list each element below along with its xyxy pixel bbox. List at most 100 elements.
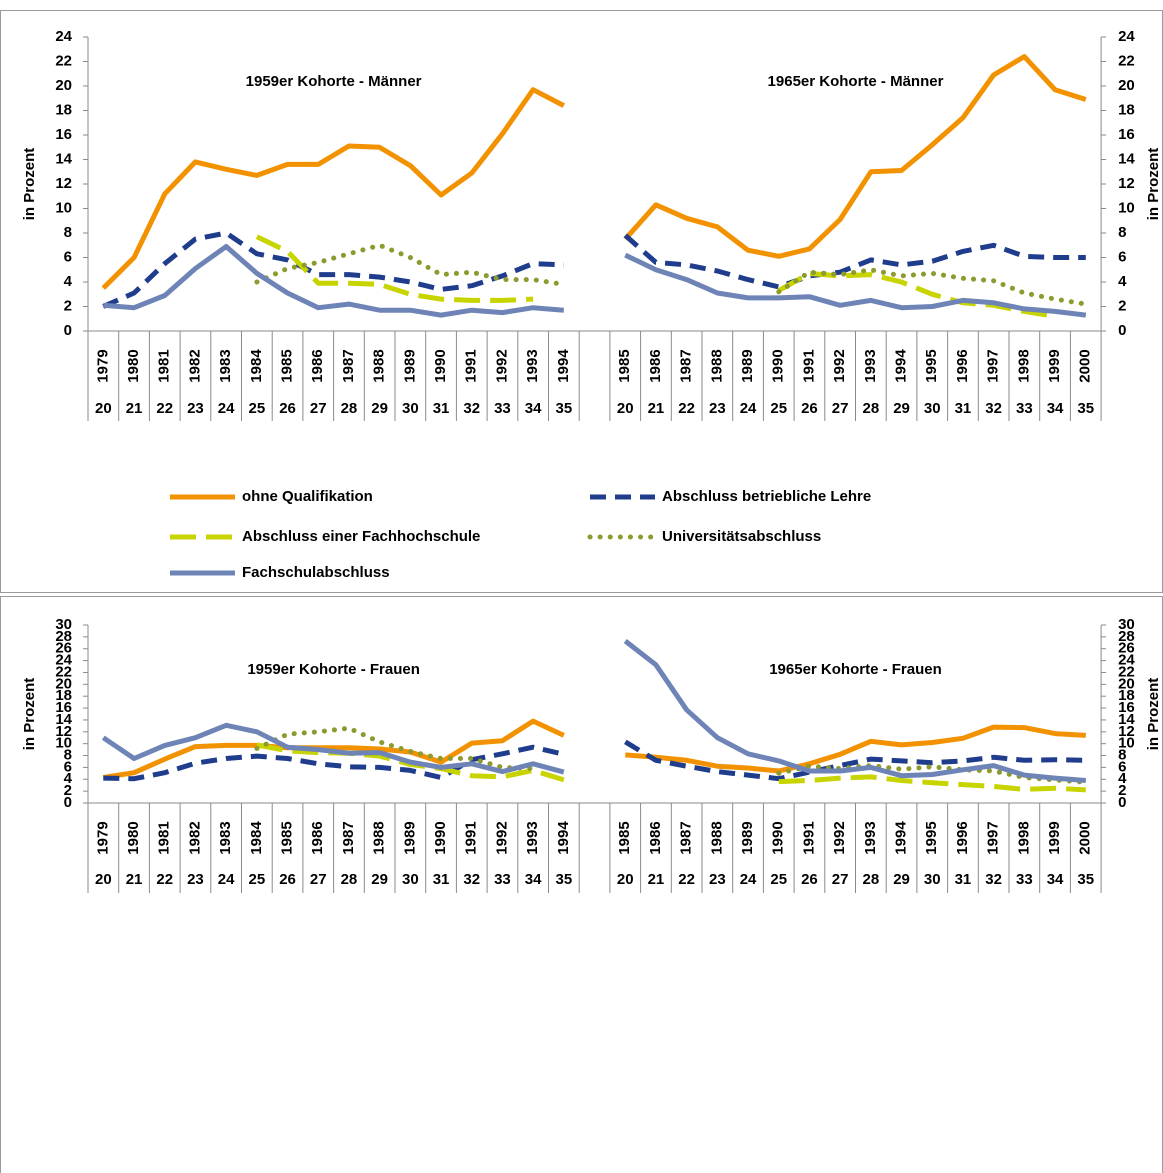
y2-tick-label: 8 [1118,747,1126,764]
age-label: 31 [955,871,972,888]
x-tick-label: 1987 [678,821,695,854]
y-tick-label: 10 [55,199,72,216]
y2-tick-label: 24 [1118,28,1135,45]
age-label: 24 [740,400,757,417]
y-tick-label: 8 [64,224,72,241]
x-tick-label: 1992 [831,349,848,382]
age-label: 35 [1077,400,1094,417]
x-tick-label: 1986 [647,349,664,382]
x-tick-label: 1990 [770,821,787,854]
y-tick-label: 0 [64,794,72,811]
x-tick-label: 2000 [1077,821,1094,854]
series-line [102,718,1086,780]
y2-tick-label: 0 [1118,322,1126,339]
series-line [103,244,1087,318]
x-tick-label: 1981 [156,821,173,854]
age-label: 32 [985,871,1002,888]
y-axis-title: in Prozent [21,678,38,751]
age-label: 33 [494,871,511,888]
x-tick-label: 1989 [401,349,418,382]
age-label: 25 [249,400,266,417]
x-tick-label: 1980 [125,821,142,854]
y-tick-label: 26 [55,640,72,657]
age-label: 34 [1047,400,1064,417]
panel-title: 1965er Kohorte - Frauen [769,661,942,678]
age-label: 24 [740,871,757,888]
age-label: 32 [463,871,480,888]
age-label: 20 [617,871,634,888]
age-label: 31 [433,871,450,888]
x-tick-label: 1998 [1015,821,1032,854]
y2-tick-label: 18 [1118,687,1135,704]
x-tick-label: 1991 [463,821,480,854]
age-label: 34 [1047,871,1064,888]
y2-tick-label: 16 [1118,699,1135,716]
age-label: 32 [985,400,1002,417]
series-line [102,230,1086,309]
age-label: 28 [341,400,358,417]
age-label: 24 [218,871,235,888]
age-label: 20 [95,871,112,888]
x-tick-label: 1991 [463,349,480,382]
series-line [103,739,1086,782]
y-tick-label: 22 [55,52,72,69]
y2-tick-label: 22 [1118,52,1135,69]
x-tick-label: 1993 [524,821,541,854]
x-tick-label: 1987 [678,349,695,382]
age-label: 34 [525,400,542,417]
x-tick-label: 1987 [340,349,357,382]
x-tick-label: 2000 [1077,349,1094,382]
y-tick-label: 16 [55,699,72,716]
y-tick-label: 30 [55,616,72,633]
x-tick-label: 1992 [493,821,510,854]
y2-tick-label: 16 [1118,126,1135,143]
age-label: 33 [1016,871,1033,888]
y-tick-label: 2 [64,782,72,799]
age-label: 31 [955,400,972,417]
x-tick-label: 1990 [770,349,787,382]
legend-label: Abschluss einer Fachhochschule [242,528,480,545]
age-label: 25 [770,400,787,417]
x-tick-label: 1994 [893,821,910,855]
age-label: 27 [832,400,849,417]
age-label: 29 [893,400,910,417]
x-tick-label: 1988 [708,349,725,382]
age-label: 22 [156,871,173,888]
age-label: 21 [648,400,665,417]
age-label: 26 [801,871,818,888]
x-tick-label: 1987 [340,821,357,854]
age-label: 29 [371,400,388,417]
x-tick-label: 1997 [985,821,1002,854]
y-tick-label: 14 [55,711,72,728]
age-label: 22 [678,871,695,888]
x-tick-label: 1989 [739,349,756,382]
age-label: 22 [156,400,173,417]
age-label: 27 [832,871,849,888]
y2-axis-title: in Prozent [1145,678,1162,751]
y-tick-label: 20 [55,675,72,692]
age-label: 35 [556,400,573,417]
y-tick-label: 6 [64,248,72,265]
y-tick-label: 18 [55,687,72,704]
x-tick-label: 1994 [555,821,572,855]
legend-label: ohne Qualifikation [242,488,373,505]
y2-axis-title: in Prozent [1145,148,1162,221]
x-tick-label: 1980 [125,349,142,382]
age-label: 24 [218,400,235,417]
y-tick-label: 12 [55,175,72,192]
x-tick-label: 1982 [186,349,203,382]
age-label: 28 [863,871,880,888]
panel-title: 1959er Kohorte - Frauen [247,661,420,678]
y-tick-label: 22 [55,663,72,680]
x-tick-label: 1988 [371,821,388,854]
age-label: 29 [893,871,910,888]
y-tick-label: 20 [55,77,72,94]
y2-tick-label: 28 [1118,628,1135,645]
x-tick-label: 1996 [954,821,971,854]
x-tick-label: 1999 [1046,821,1063,854]
x-tick-label: 1986 [309,821,326,854]
age-label: 23 [709,871,726,888]
age-label: 20 [617,400,634,417]
